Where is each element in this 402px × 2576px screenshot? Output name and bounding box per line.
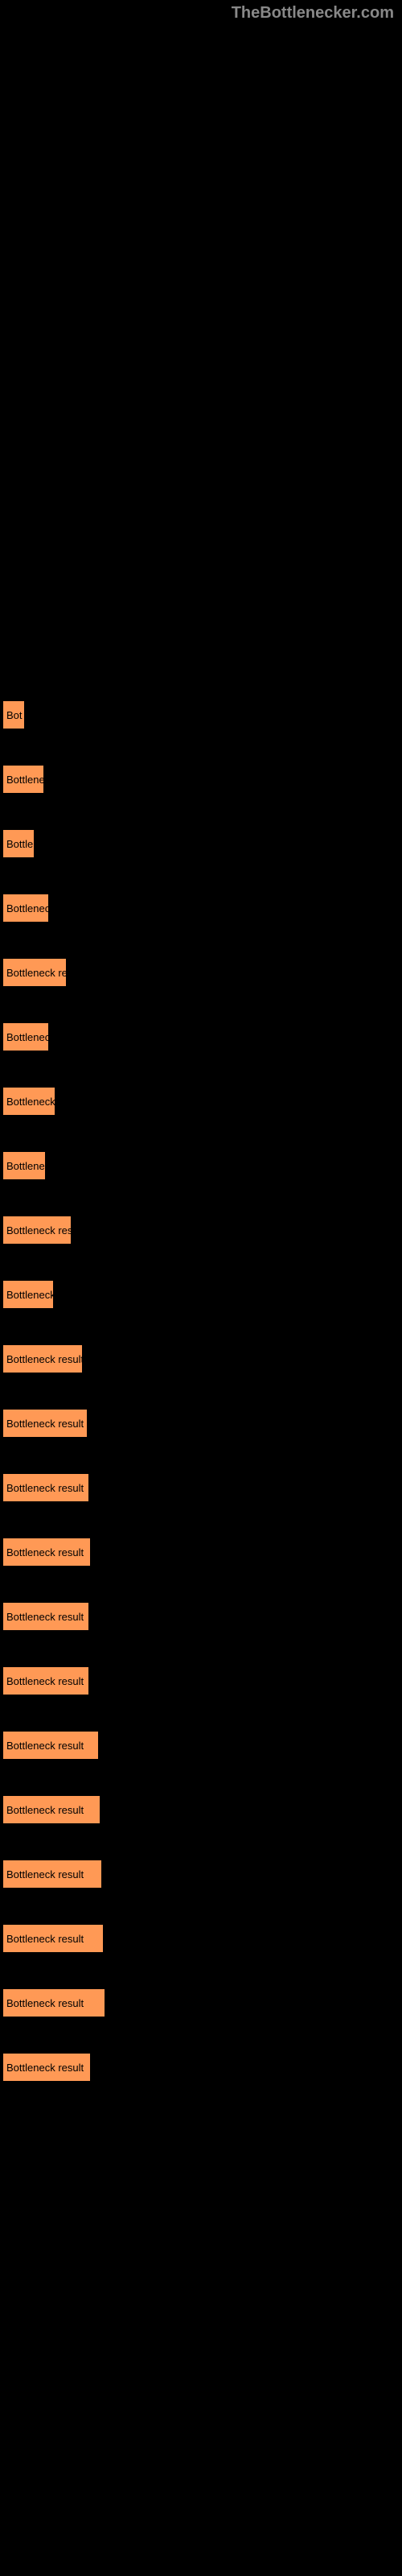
chart-bar: Bottleneck result (2, 1860, 102, 1889)
chart-bar: Bottleneck result (2, 1409, 88, 1438)
bar-row: Bottlenec (2, 894, 402, 923)
bar-row: Bottleneck (2, 1022, 402, 1051)
bar-chart: Bot Bottlene Bottle Bottlenec Bottleneck re B… (0, 0, 402, 2082)
chart-bar: Bottleneck res (2, 1216, 72, 1245)
chart-bar: Bottleneck re (2, 958, 67, 987)
bar-row: Bottleneck result (2, 1731, 402, 1760)
chart-bar: Bottleneck result (2, 1924, 104, 1953)
bar-row: Bottleneck result (2, 1924, 402, 1953)
chart-bar: Bottlenec (2, 894, 49, 923)
bar-row: Bottleneck result (2, 1344, 402, 1373)
bar-row: Bottlene (2, 1151, 402, 1180)
bar-row: Bottlene (2, 765, 402, 794)
chart-bar: Bottlene (2, 1151, 46, 1180)
bar-row: Bottleneck result (2, 1473, 402, 1502)
bar-row: Bottleneck result (2, 1795, 402, 1824)
bar-row: Bottleneck result (2, 2053, 402, 2082)
bar-row: Bottleneck result (2, 1409, 402, 1438)
bar-row: Bottleneck result (2, 1666, 402, 1695)
chart-bar: Bottleneck result (2, 1473, 89, 1502)
chart-bar: Bottleneck (2, 1022, 49, 1051)
chart-bar: Bottleneck result (2, 2053, 91, 2082)
chart-bar: Bottleneck (2, 1087, 55, 1116)
chart-bar: Bottleneck result (2, 1666, 89, 1695)
bar-row: Bottleneck re (2, 958, 402, 987)
chart-bar: Bottleneck result (2, 1602, 89, 1631)
chart-bar: Bottleneck result (2, 1988, 105, 2017)
chart-bar: Bottleneck result (2, 1731, 99, 1760)
bar-row: Bot (2, 700, 402, 729)
bar-row: Bottleneck result (2, 1602, 402, 1631)
chart-bar: Bottleneck result (2, 1344, 83, 1373)
chart-bar: Bottleneck result (2, 1538, 91, 1567)
bar-row: Bottleneck (2, 1087, 402, 1116)
bar-row: Bottleneck (2, 1280, 402, 1309)
bar-row: Bottleneck result (2, 1988, 402, 2017)
chart-bar: Bottleneck (2, 1280, 54, 1309)
bar-row: Bottleneck res (2, 1216, 402, 1245)
chart-bar: Bottleneck result (2, 1795, 100, 1824)
bar-row: Bottle (2, 829, 402, 858)
chart-bar: Bot (2, 700, 25, 729)
chart-bar: Bottlene (2, 765, 44, 794)
bar-row: Bottleneck result (2, 1538, 402, 1567)
watermark-text: TheBottlenecker.com (232, 4, 394, 23)
bar-row: Bottleneck result (2, 1860, 402, 1889)
chart-bar: Bottle (2, 829, 35, 858)
